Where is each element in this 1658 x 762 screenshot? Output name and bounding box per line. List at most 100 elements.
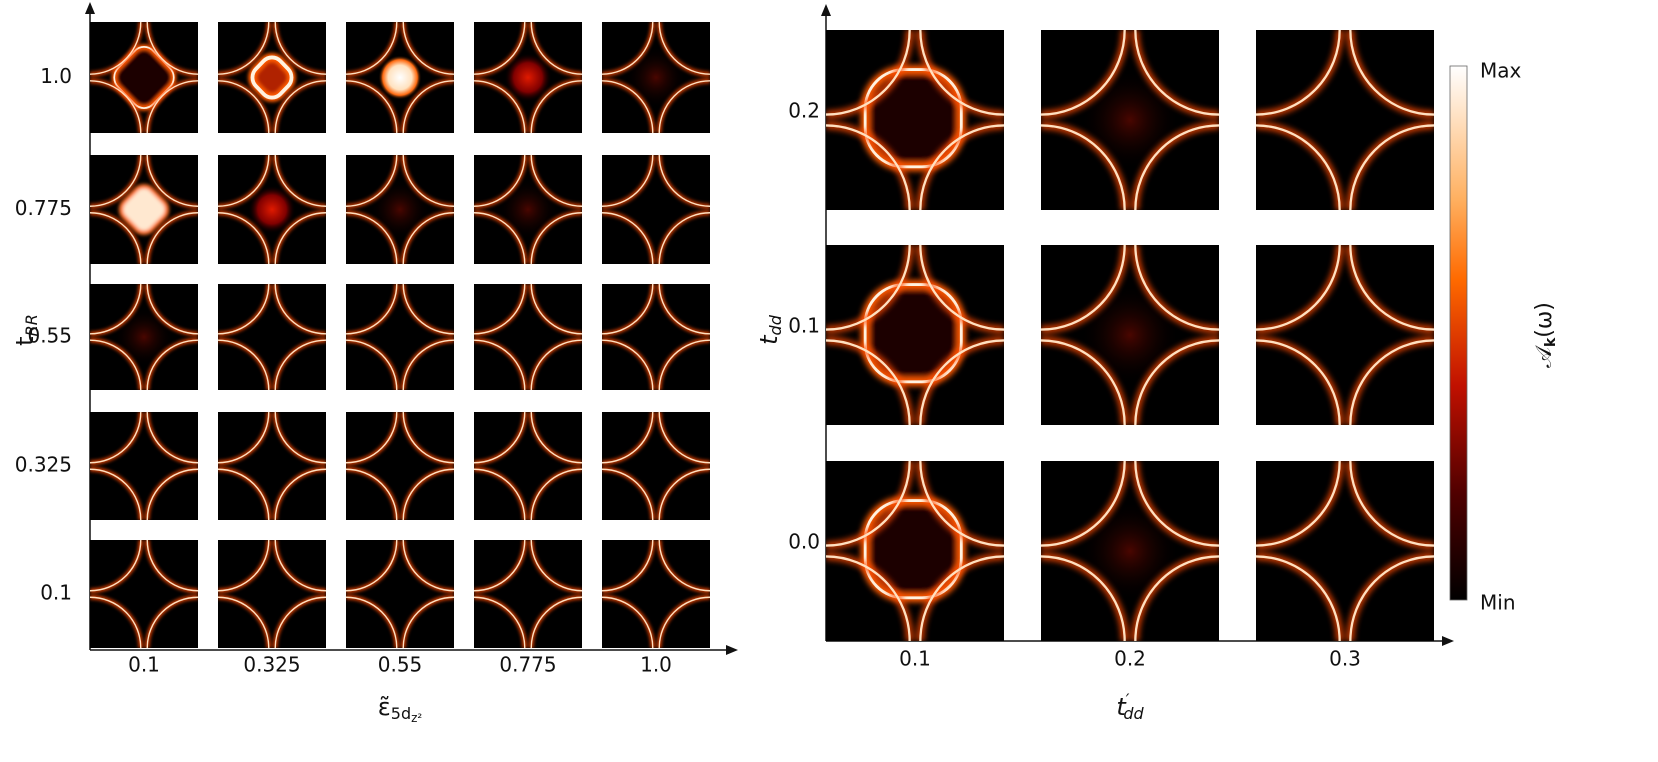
y-tick-label: 0.55 (27, 324, 72, 348)
spectral-panel (1256, 461, 1434, 641)
spectral-panel (602, 155, 710, 264)
label-subsub: z² (411, 711, 422, 725)
panel-bg (1256, 245, 1434, 425)
spectral-panel (826, 245, 1004, 425)
spectral-panel (602, 22, 710, 133)
label-rest: (ω) (1532, 302, 1557, 338)
spectral-panel (90, 284, 198, 390)
spectral-panel (474, 155, 582, 264)
fermi-arc (218, 155, 326, 264)
fermi-arc (1041, 245, 1219, 425)
fermi-arc (218, 22, 326, 133)
fermi-arc (90, 540, 198, 648)
center-blob (1080, 284, 1180, 386)
fermi-arc (474, 412, 582, 520)
spectral-panel (474, 540, 582, 648)
center-blob (378, 55, 422, 100)
spectral-panel (346, 412, 454, 520)
center-ring (250, 55, 294, 100)
label-sub: RR (22, 314, 41, 336)
spectral-panel (218, 155, 326, 264)
panel-bg (346, 540, 454, 648)
fermi-arc (218, 284, 326, 390)
spectral-panel (346, 22, 454, 133)
fermi-arc (602, 284, 710, 390)
fermi-arc (474, 22, 582, 133)
panel-bg (218, 284, 326, 390)
center-blob (118, 184, 170, 235)
y-tick-label: 0.775 (15, 196, 72, 220)
fermi-arc (602, 540, 710, 648)
spectral-panel (1041, 30, 1219, 210)
fermi-arc (90, 22, 198, 133)
x-tick-label: 0.3 (1329, 647, 1361, 671)
label-sub: k (1543, 337, 1559, 347)
fermi-arc (1256, 461, 1434, 641)
spectral-panel (474, 22, 582, 133)
panel-bg (346, 284, 454, 390)
fermi-arc (1256, 30, 1434, 210)
fermi-arc (90, 284, 198, 390)
right-x-label: t′ dd (1116, 690, 1144, 723)
fermi-arc (346, 155, 454, 264)
panel-bg (602, 412, 710, 520)
panel-bg (90, 412, 198, 520)
panel-bg (602, 155, 710, 264)
panel-bg (474, 540, 582, 648)
fermi-arc (346, 412, 454, 520)
colorbar-max: Max (1480, 59, 1522, 83)
fermi-arc (602, 22, 710, 133)
fermi-arc (1041, 30, 1219, 210)
panel-bg (1256, 30, 1434, 210)
label-sub: 5d (391, 704, 411, 723)
label-base: t (11, 336, 39, 345)
x-tick-label: 0.775 (499, 653, 556, 677)
label-sup: ′ (1126, 690, 1130, 709)
fermi-arc (346, 540, 454, 648)
x-tick-label: 0.325 (243, 653, 300, 677)
x-tick-label: 1.0 (640, 653, 672, 677)
spectral-panel (90, 540, 198, 648)
label-base: ε̃ (378, 693, 391, 721)
fermi-arc (90, 412, 198, 520)
center-ring (863, 68, 963, 169)
center-blob (504, 53, 552, 102)
spectral-panel (218, 284, 326, 390)
colorbar (1449, 65, 1468, 601)
panel-bg (218, 540, 326, 648)
spectral-panel (602, 412, 710, 520)
spectral-panel (90, 412, 198, 520)
label-base: 𝒜 (1532, 345, 1557, 368)
spectral-panel (218, 412, 326, 520)
x-tick-label: 0.1 (899, 647, 931, 671)
panel-bg (218, 412, 326, 520)
center-blob (1080, 500, 1180, 602)
spectral-panel (1256, 30, 1434, 210)
center-blob (113, 307, 175, 367)
center-blob (369, 178, 431, 241)
fermi-arc (346, 22, 454, 133)
y-tick-label: 0.1 (40, 581, 72, 605)
fermi-arc (218, 412, 326, 520)
colorbar-min: Min (1480, 591, 1516, 615)
spectral-panel (346, 284, 454, 390)
panel-bg (90, 540, 198, 648)
panel-bg (1256, 461, 1434, 641)
spectral-panel (826, 30, 1004, 210)
center-ring (863, 499, 963, 600)
panel-bg (602, 540, 710, 648)
fermi-arc (1041, 461, 1219, 641)
left-y-label: tRR (11, 314, 41, 346)
center-blob (625, 46, 687, 109)
label-sub: dd (1123, 704, 1144, 723)
fermi-arc (826, 245, 1004, 425)
y-tick-label: 0.325 (15, 453, 72, 477)
center-ring (863, 283, 963, 384)
label-base: t (755, 334, 783, 345)
panel-bg (474, 412, 582, 520)
fermi-arc (218, 540, 326, 648)
panel-bg (474, 284, 582, 390)
fermi-arc (474, 540, 582, 648)
y-tick-label: 1.0 (40, 64, 72, 88)
